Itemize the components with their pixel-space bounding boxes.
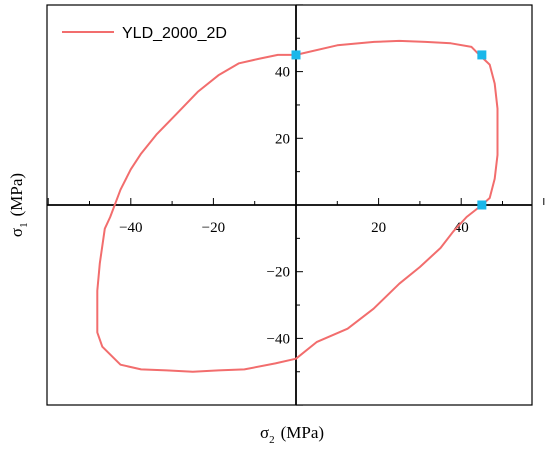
y-axis-label-subscript: 1 xyxy=(18,222,30,228)
x-tick-label: −40 xyxy=(119,220,142,236)
x-tick-label: 40 xyxy=(454,220,469,236)
x-tick-label: −20 xyxy=(202,220,225,236)
y-tick-label: −20 xyxy=(267,265,290,281)
legend-label: YLD_2000_2D xyxy=(122,25,227,42)
data-markers xyxy=(291,50,487,210)
y-axis-label-symbol: σ xyxy=(7,228,26,237)
data-marker xyxy=(477,200,487,210)
x-axis-label-subscript: 2 xyxy=(269,434,275,446)
x-tick-label: 20 xyxy=(371,220,386,236)
y-tick-label: −40 xyxy=(267,331,290,347)
data-marker xyxy=(291,50,301,60)
data-marker xyxy=(477,50,487,60)
axis-ticks xyxy=(47,4,545,406)
y-tick-label: 40 xyxy=(275,65,290,81)
axis-tick-labels: −40 −20 20 40 −40 −20 20 40 xyxy=(119,65,469,348)
x-axis-label-symbol: σ xyxy=(260,423,269,442)
y-axis-label: σ1 (MPa) xyxy=(7,173,30,237)
series-line-yld-2000-2d xyxy=(96,39,499,373)
x-axis-label-unit: (MPa) xyxy=(281,423,324,442)
x-axis-label: σ2 (MPa) xyxy=(260,423,324,446)
y-tick-label: 20 xyxy=(275,131,290,147)
legend: YLD_2000_2D xyxy=(62,25,227,42)
y-axis-label-unit: (MPa) xyxy=(7,173,26,216)
